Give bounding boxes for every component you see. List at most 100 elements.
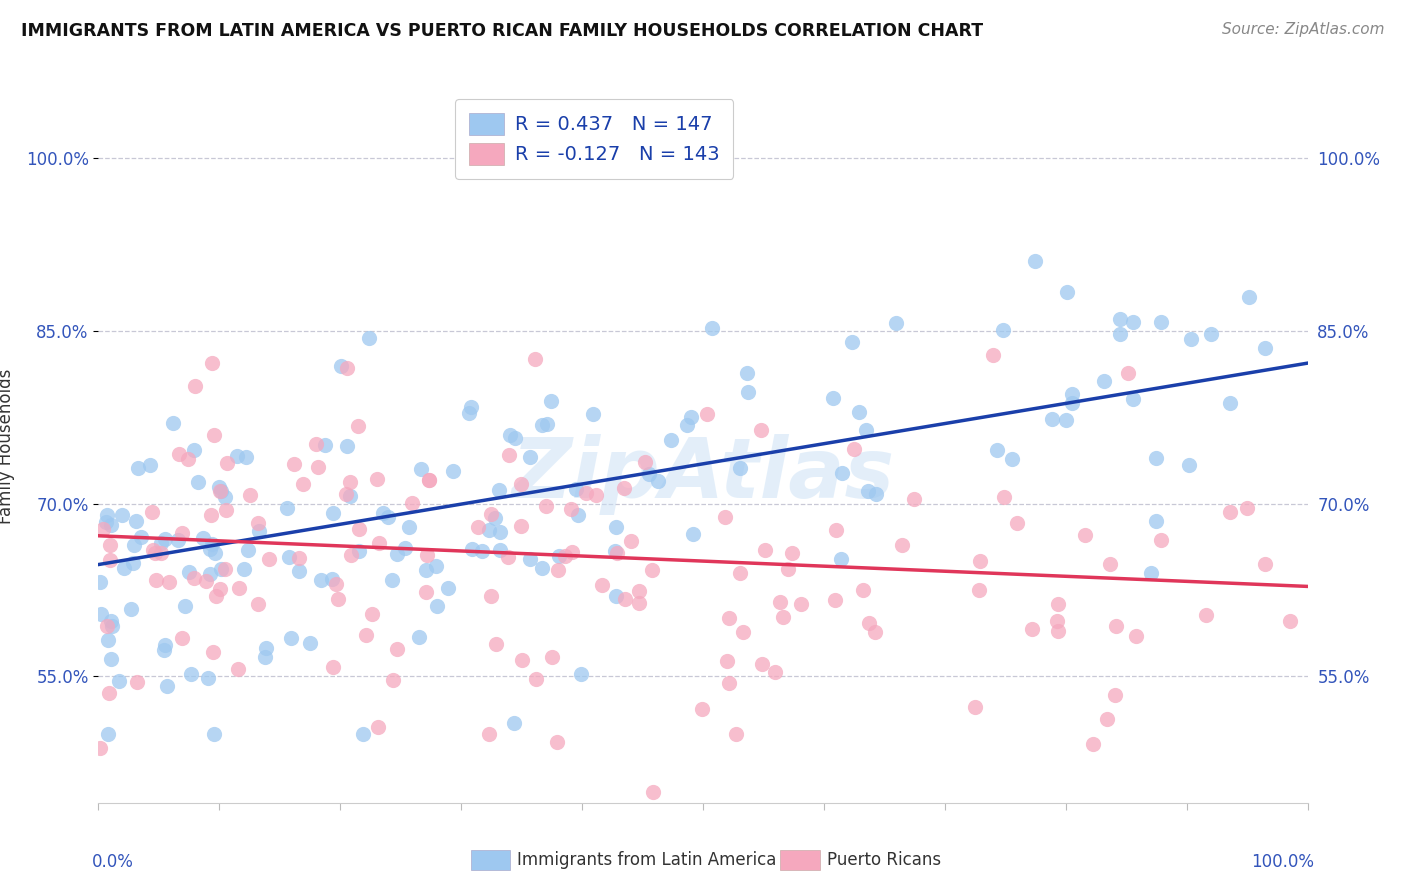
Point <box>101 619 124 633</box>
Point <box>1218 396 1240 410</box>
Point <box>478 727 501 741</box>
Point <box>336 438 359 452</box>
Point <box>728 461 751 475</box>
Point <box>1236 500 1258 515</box>
Point <box>769 595 792 609</box>
Point <box>288 551 311 566</box>
Point <box>728 566 751 581</box>
Point <box>247 598 270 612</box>
Point <box>322 506 344 520</box>
Point <box>457 406 479 420</box>
Point <box>638 467 661 481</box>
Point <box>299 636 322 650</box>
Point <box>335 487 357 501</box>
Point <box>605 520 627 534</box>
Point <box>1199 327 1222 342</box>
Point <box>855 423 877 437</box>
Point <box>90 607 112 621</box>
Point <box>167 533 190 548</box>
Point <box>561 545 583 559</box>
Point <box>1139 566 1161 580</box>
Point <box>170 632 193 646</box>
Point <box>471 544 494 558</box>
Text: Source: ZipAtlas.com: Source: ZipAtlas.com <box>1222 22 1385 37</box>
Point <box>575 486 598 500</box>
Point <box>96 516 118 530</box>
Point <box>202 428 225 442</box>
Point <box>1144 450 1167 465</box>
Point <box>523 352 546 367</box>
Point <box>371 506 394 520</box>
Point <box>143 546 166 560</box>
Point <box>844 442 866 457</box>
Point <box>347 522 370 536</box>
Point <box>167 447 190 461</box>
Point <box>509 519 531 533</box>
Legend: R = 0.437   N = 147, R = -0.127   N = 143: R = 0.437 N = 147, R = -0.127 N = 143 <box>456 99 734 178</box>
Point <box>89 575 111 590</box>
Point <box>478 523 501 537</box>
Point <box>112 561 135 575</box>
Point <box>1073 527 1095 541</box>
Point <box>554 549 576 563</box>
Point <box>681 409 703 424</box>
Point <box>377 509 399 524</box>
Point <box>292 477 315 491</box>
Point <box>187 475 209 489</box>
Point <box>567 508 589 522</box>
Point <box>347 418 370 433</box>
Point <box>858 616 880 631</box>
Point <box>614 591 637 606</box>
Point <box>1116 367 1139 381</box>
Point <box>122 538 145 552</box>
Point <box>89 741 111 756</box>
Point <box>661 433 683 447</box>
Point <box>496 549 519 564</box>
Point <box>1046 614 1069 628</box>
Point <box>963 700 986 714</box>
Point <box>139 458 162 473</box>
Point <box>217 456 239 470</box>
Point <box>986 443 1008 458</box>
Point <box>560 502 582 516</box>
Text: ZipAtlas: ZipAtlas <box>512 434 894 515</box>
Point <box>209 562 232 576</box>
Point <box>509 476 531 491</box>
Point <box>993 323 1015 337</box>
Point <box>1054 412 1077 426</box>
Point <box>606 546 628 560</box>
Point <box>505 431 527 445</box>
Point <box>749 423 772 437</box>
Point <box>536 499 558 513</box>
Point <box>426 599 449 613</box>
Point <box>1108 312 1130 326</box>
Point <box>418 473 440 487</box>
Point <box>884 316 907 330</box>
Point <box>111 508 134 523</box>
Point <box>696 407 718 421</box>
Point <box>194 574 217 588</box>
Text: Puerto Ricans: Puerto Ricans <box>827 851 941 869</box>
Point <box>197 671 219 685</box>
Point <box>441 464 464 478</box>
Point <box>546 735 568 749</box>
Point <box>97 633 120 648</box>
Point <box>754 543 776 558</box>
Text: 100.0%: 100.0% <box>1250 853 1313 871</box>
Point <box>1237 290 1260 304</box>
Point <box>141 505 163 519</box>
Point <box>96 619 118 633</box>
Point <box>547 563 569 577</box>
Point <box>852 583 875 598</box>
Point <box>325 577 347 591</box>
Point <box>1098 557 1121 571</box>
Point <box>519 450 541 464</box>
Point <box>204 546 226 560</box>
Point <box>1024 254 1046 268</box>
Point <box>682 526 704 541</box>
Point <box>1040 412 1063 426</box>
Point <box>437 581 460 595</box>
Point <box>485 636 508 650</box>
Text: IMMIGRANTS FROM LATIN AMERICA VS PUERTO RICAN FAMILY HOUSEHOLDS CORRELATION CHAR: IMMIGRANTS FROM LATIN AMERICA VS PUERTO … <box>21 22 983 40</box>
Point <box>1125 629 1147 643</box>
